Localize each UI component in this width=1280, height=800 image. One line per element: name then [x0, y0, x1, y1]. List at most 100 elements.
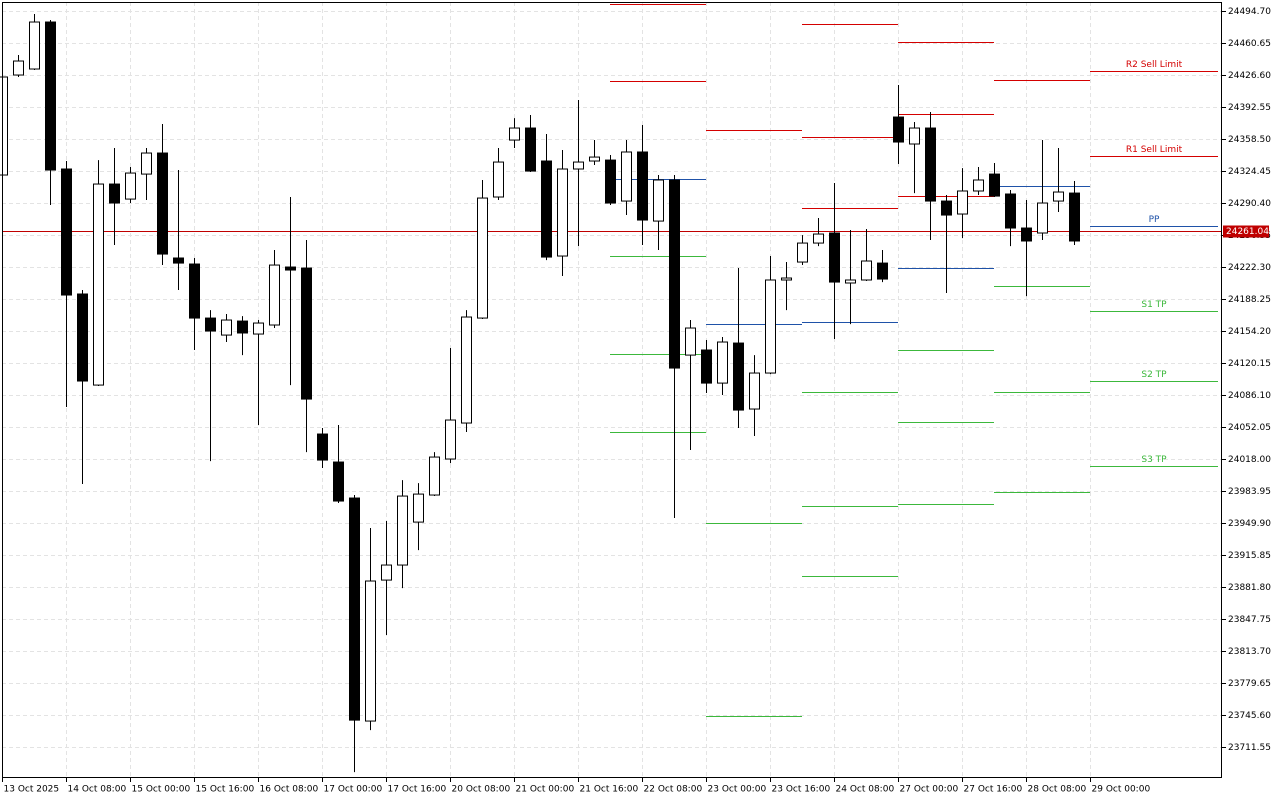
candle-body	[557, 168, 568, 257]
candle-body	[269, 264, 280, 326]
x-tick-label: 15 Oct 00:00	[132, 785, 191, 795]
candle-body	[621, 151, 632, 202]
candle-body	[349, 497, 360, 721]
y-tick-label: 23949.90	[1228, 519, 1271, 529]
y-tick-label: 23711.55	[1228, 743, 1271, 753]
candle-body	[893, 116, 904, 143]
pivot-level-label: S2 TP	[1141, 370, 1167, 380]
candle-body	[13, 60, 24, 76]
candle-body	[45, 21, 56, 171]
x-tick-label: 17 Oct 00:00	[324, 785, 383, 795]
candle-body	[365, 580, 376, 722]
x-tick-label: 27 Oct 16:00	[964, 785, 1023, 795]
candle-body	[221, 319, 232, 336]
candle-body	[189, 263, 200, 319]
current-price-box	[1223, 225, 1269, 238]
candle-body	[333, 461, 344, 502]
candle-body	[397, 495, 408, 566]
candle-body	[717, 341, 728, 384]
candle-body	[77, 293, 88, 382]
y-tick-label: 24018.00	[1228, 455, 1271, 465]
y-tick-label: 24358.50	[1228, 135, 1271, 145]
candle-body	[829, 232, 840, 283]
pivot-level-label: PP	[1149, 215, 1160, 225]
x-tick-label: 29 Oct 00:00	[1092, 785, 1151, 795]
y-tick-label: 24222.30	[1228, 263, 1271, 273]
pivot-level-label: S1 TP	[1141, 300, 1167, 310]
y-tick-label: 24052.05	[1228, 423, 1271, 433]
y-tick-label: 23847.75	[1228, 615, 1271, 625]
candle-body	[61, 168, 72, 296]
candle-body	[429, 456, 440, 496]
candle-body	[461, 316, 472, 424]
y-tick-label: 24324.45	[1228, 167, 1271, 177]
x-tick-label: 21 Oct 16:00	[580, 785, 639, 795]
pivot-level-label: R1 Sell Limit	[1126, 145, 1183, 155]
candle-body	[509, 127, 520, 141]
x-tick-label: 15 Oct 16:00	[196, 785, 255, 795]
y-tick-label: 23745.60	[1228, 711, 1271, 721]
candle-body	[173, 257, 184, 264]
candle-body	[125, 172, 136, 200]
axis-layer: 24494.70 24460.65 24426.60 24392.55 24358.50…	[2, 7, 1271, 795]
candle-body	[941, 200, 952, 216]
candle-body	[653, 179, 664, 222]
y-tick-label: 23983.95	[1228, 487, 1271, 497]
candle-body	[237, 320, 248, 334]
y-tick-label: 24460.65	[1228, 39, 1271, 49]
candle-body	[781, 277, 792, 281]
candle-body	[749, 372, 760, 410]
x-tick-label: 24 Oct 08:00	[836, 785, 895, 795]
candle-body	[989, 173, 1000, 197]
candle-body	[381, 564, 392, 581]
candle-body	[285, 266, 296, 271]
candle-body	[525, 127, 536, 172]
x-tick-label: 13 Oct 2025	[4, 785, 60, 795]
x-tick-label: 28 Oct 08:00	[1028, 785, 1087, 795]
x-tick-label: 22 Oct 08:00	[644, 785, 703, 795]
candle-body	[317, 433, 328, 461]
candle-body	[1005, 193, 1016, 229]
y-tick-label: 24392.55	[1228, 103, 1271, 113]
plot-frame	[2, 2, 1222, 778]
candle-body	[413, 493, 424, 523]
y-tick-label: 23915.85	[1228, 551, 1271, 561]
y-tick-label: 23881.80	[1228, 583, 1271, 593]
y-tick-label: 23813.70	[1228, 647, 1271, 657]
y-tick-label: 24120.15	[1228, 359, 1271, 369]
candle-body	[493, 161, 504, 198]
candle-layer	[0, 14, 1080, 773]
candle-body	[93, 183, 104, 386]
candle-body	[957, 190, 968, 215]
candle-body	[29, 21, 40, 70]
candle-body	[605, 159, 616, 204]
candle-body	[1037, 202, 1048, 234]
x-tick-label: 21 Oct 00:00	[516, 785, 575, 795]
y-tick-label: 24154.20	[1228, 327, 1271, 337]
candle-body	[669, 179, 680, 369]
candle-body	[573, 161, 584, 170]
y-tick-label: 24086.10	[1228, 391, 1271, 401]
candle-body	[733, 342, 744, 411]
x-tick-label: 23 Oct 16:00	[772, 785, 831, 795]
candle-body	[205, 317, 216, 332]
candle-body	[1021, 227, 1032, 242]
x-tick-label: 27 Oct 00:00	[900, 785, 959, 795]
candle-body	[301, 267, 312, 400]
candle-body	[797, 242, 808, 263]
candle-body	[157, 152, 168, 255]
candle-body	[845, 279, 856, 284]
candle-body	[541, 160, 552, 258]
candle-body	[685, 327, 696, 356]
candle-body	[589, 156, 600, 162]
candle-body	[861, 260, 872, 281]
y-tick-label: 23779.65	[1228, 679, 1271, 689]
candle-body	[973, 179, 984, 192]
grid-layer	[2, 2, 1222, 778]
x-tick-label: 14 Oct 08:00	[68, 785, 127, 795]
current-price-label: 24261.04	[1226, 227, 1269, 237]
candle-body	[253, 322, 264, 335]
x-tick-label: 17 Oct 16:00	[388, 785, 447, 795]
x-tick-label: 23 Oct 00:00	[708, 785, 767, 795]
